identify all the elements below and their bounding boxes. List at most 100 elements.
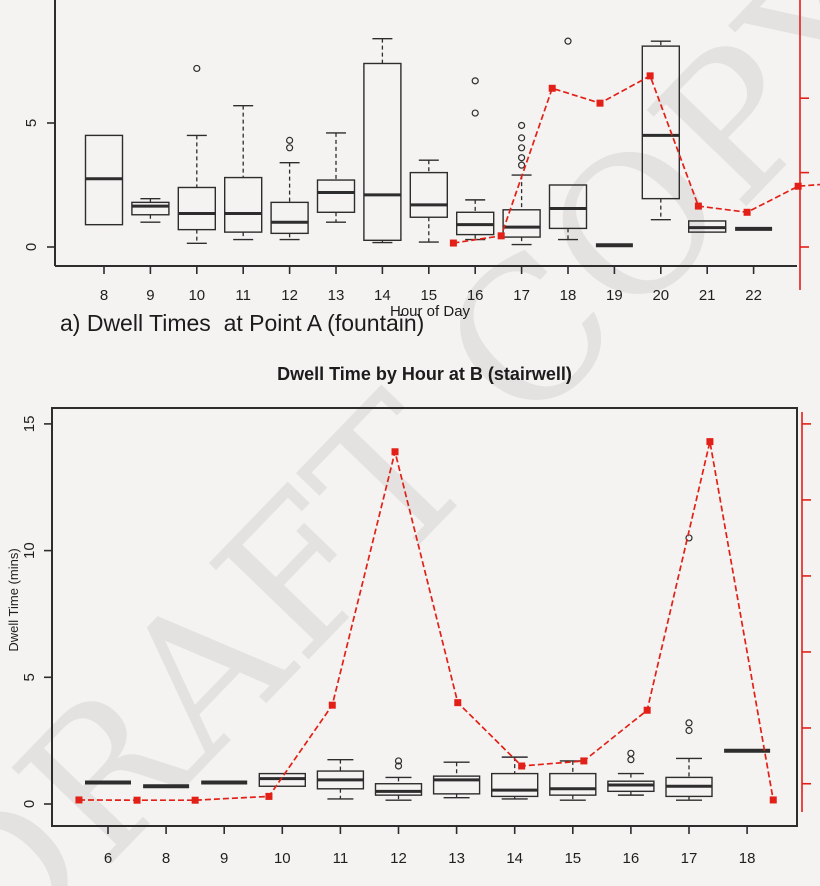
x-axis-title-point-a: Hour of Day: [390, 303, 471, 320]
x-tick-label: 9: [220, 850, 228, 867]
y-tick-label: 5: [21, 673, 38, 681]
outlier-point: [685, 726, 693, 735]
boxplot-hour-12: [270, 136, 309, 241]
boxplot-hour-15: [409, 159, 448, 243]
x-tick-label: 20: [652, 287, 669, 304]
x-tick-label: 13: [328, 287, 345, 304]
y-tick-label: 0: [21, 800, 38, 808]
chart-point-a: Dwell Time (mins) 8 9 10 11 12 13 14 15 16 17 18 19…: [6, 0, 820, 304]
outlier-point: [685, 719, 693, 727]
outlier-point: [627, 756, 635, 764]
red-trend-line: [78, 441, 775, 802]
iqr-box: [316, 179, 356, 213]
y-tick-label: 15: [21, 416, 38, 433]
caption-point-a: a) Dwell Times at Point A (fountain): [60, 310, 425, 336]
outlier-point: [394, 757, 403, 765]
red-marker: [518, 762, 526, 770]
x-tick-label: 9: [146, 287, 154, 304]
x-tick-label: 19: [606, 287, 623, 304]
boxplot-hour-9: [131, 197, 170, 223]
x-tick-label: 8: [100, 287, 108, 304]
x-tick-label: 11: [235, 287, 251, 304]
x-tick-label: 18: [560, 287, 577, 304]
iqr-box: [131, 201, 170, 216]
x-tick-label: 18: [739, 850, 756, 867]
x-tick-label: 11: [333, 850, 349, 867]
y-axis-title-a: Dwell Time (mins): [6, 9, 21, 112]
boxplot-hour-12: [374, 757, 423, 801]
x-tick-label: 16: [623, 850, 640, 867]
x-tick-label: 17: [513, 287, 530, 304]
outlier-point: [685, 534, 693, 542]
boxplot-hour-8: [84, 134, 124, 226]
iqr-box: [432, 775, 481, 795]
iqr-box: [409, 171, 448, 218]
boxplot-hour-10: [258, 772, 306, 787]
red-marker: [449, 239, 457, 247]
boxplot-hour-13: [432, 761, 481, 799]
x-tick-label: 12: [390, 850, 407, 867]
red-marker: [596, 99, 604, 107]
outlier-point: [394, 762, 403, 770]
x-tick-label: 21: [699, 287, 716, 304]
iqr-box: [270, 201, 309, 235]
red-marker: [743, 208, 751, 216]
red-marker: [769, 796, 777, 804]
red-marker: [794, 182, 802, 190]
boxplot-hour-17: [502, 121, 541, 246]
boxplot-hour-18: [548, 37, 588, 241]
outlier-point: [517, 144, 526, 152]
outlier-point: [517, 121, 526, 130]
outlier-point: [627, 749, 635, 757]
boxplot-hour-16: [607, 749, 655, 796]
red-marker: [75, 796, 83, 804]
outlier-point: [286, 144, 294, 152]
boxplot-hour-14: [491, 756, 539, 800]
red-marker: [497, 232, 505, 240]
boxplot-hour-15: [549, 760, 597, 801]
iqr-box: [363, 62, 402, 242]
outlier-point: [517, 161, 526, 169]
boxplot-hour-10: [177, 64, 217, 244]
x-tick-label: 16: [467, 287, 484, 304]
y-tick-label: 10: [21, 542, 38, 559]
outlier-point: [193, 64, 201, 73]
outlier-point: [517, 134, 526, 142]
x-tick-label: 22: [745, 287, 762, 304]
x-tick-label: 14: [374, 287, 391, 304]
boxplot-hour-11: [316, 758, 365, 800]
boxplot-hour-11: [223, 104, 263, 241]
title-point-b: Dwell Time by Hour at B (stairwell): [277, 364, 572, 384]
x-tick-label: 8: [162, 850, 170, 867]
x-tick-label: 14: [506, 850, 523, 867]
red-marker: [191, 796, 199, 804]
red-marker: [580, 757, 588, 765]
x-tick-label: 10: [188, 287, 205, 304]
x-tick-label: 10: [274, 850, 291, 867]
chart-point-b: Dwell Time (mins) 6 8 9 10 11 12 13 14 15 16 17 18 0…: [6, 407, 811, 867]
boxplot-hour-17: [665, 534, 713, 801]
boxplot-hour-21: [688, 220, 727, 233]
red-marker: [694, 202, 702, 210]
red-marker: [133, 796, 141, 804]
iqr-box: [502, 209, 541, 238]
iqr-box: [491, 772, 539, 798]
iqr-box: [374, 783, 423, 796]
boxplot-hour-20: [641, 40, 680, 221]
red-marker: [643, 706, 651, 714]
iqr-box: [641, 45, 680, 200]
x-tick-label: 17: [681, 850, 698, 867]
y-axis-title-b: Dwell Time (mins): [6, 548, 21, 651]
red-marker: [646, 72, 654, 80]
x-tick-label: 13: [448, 850, 465, 867]
iqr-box: [177, 186, 217, 231]
iqr-box: [223, 176, 263, 233]
red-trend-line: [453, 74, 820, 244]
red-marker: [328, 701, 336, 709]
outlier-point: [471, 77, 479, 85]
red-marker: [706, 438, 714, 446]
outlier-point: [564, 37, 572, 45]
x-tick-label: 6: [104, 850, 112, 867]
